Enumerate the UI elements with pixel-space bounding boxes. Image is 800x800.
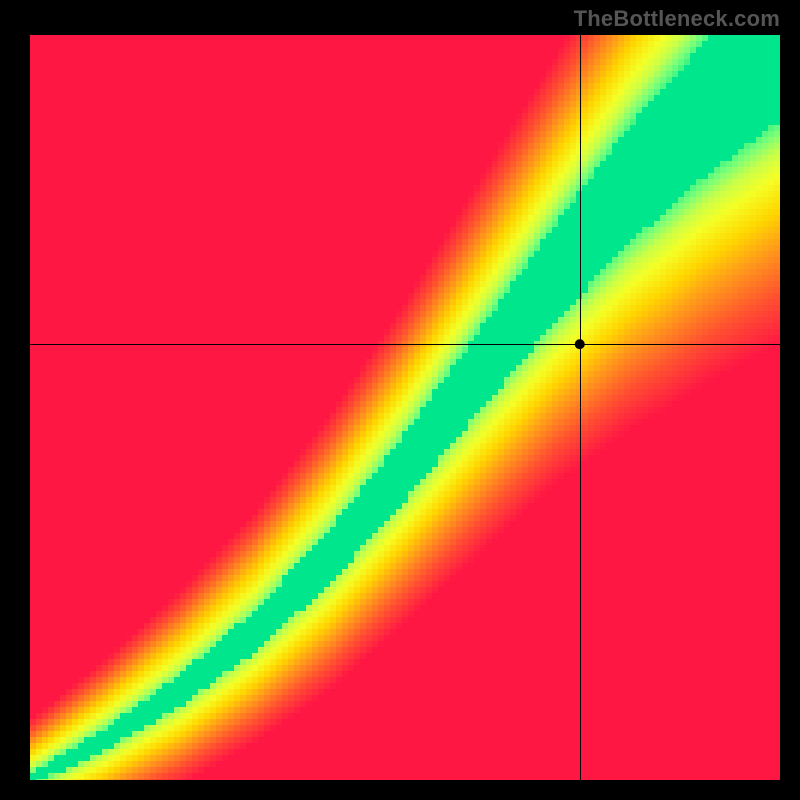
watermark-text: TheBottleneck.com (574, 6, 780, 32)
chart-container: TheBottleneck.com (0, 0, 800, 800)
heatmap-canvas (0, 0, 800, 800)
